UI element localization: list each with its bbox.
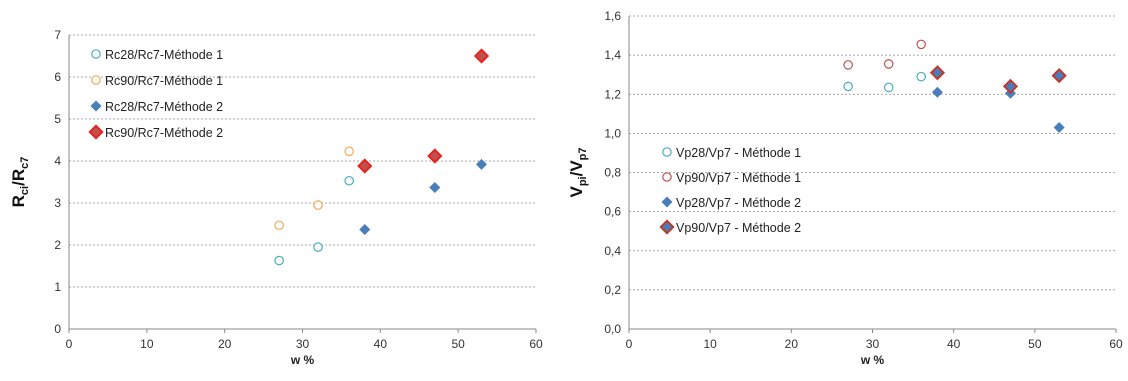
right-y-tick-label: 0,6	[604, 205, 621, 219]
left-series-3-point	[359, 223, 371, 235]
left-x-tick-label: 40	[374, 337, 388, 351]
right-legend-marker-4	[659, 219, 675, 235]
left-series-2-point	[344, 146, 354, 157]
left-y-tick-label: 0	[54, 322, 61, 336]
left-legend-marker-2	[91, 75, 101, 85]
right-legend-label-1: Vp28/Vp7 - Méthode 1	[676, 146, 801, 160]
right-legend-marker-2	[662, 172, 672, 182]
right-legend-marker-3	[661, 196, 673, 208]
right-x-tick-label: 30	[866, 337, 880, 351]
right-series-1-point	[843, 81, 853, 92]
right-series-2-point	[916, 39, 926, 50]
right-x-axis-label: w %	[860, 353, 885, 367]
right-y-tick-label: 0,8	[604, 166, 621, 180]
right-x-tick-label: 50	[1028, 337, 1042, 351]
left-x-tick-label: 30	[296, 337, 310, 351]
left-y-tick-label: 1	[54, 280, 61, 294]
left-y-tick-label: 6	[54, 70, 61, 84]
right-legend-marker-1	[662, 147, 672, 157]
right-x-tick-label: 60	[1109, 337, 1123, 351]
left-series-3-point	[429, 181, 441, 193]
left-legend-marker-3	[90, 100, 102, 112]
left-legend-label-1: Rc28/Rc7-Méthode 1	[105, 48, 223, 62]
right-y-tick-label: 1,0	[604, 126, 621, 140]
left-x-tick-label: 0	[66, 337, 73, 351]
left-series-3-point	[476, 158, 488, 170]
left-y-axis-label: Rci/Rc7	[9, 157, 31, 208]
left-series-2-point	[313, 200, 323, 210]
left-y-tick-label: 5	[54, 112, 61, 126]
left-x-tick-label: 10	[140, 337, 154, 351]
right-y-tick-label: 1,2	[604, 87, 621, 101]
right-x-tick-label: 40	[947, 337, 961, 351]
right-series-2-point	[843, 60, 853, 70]
left-x-tick-label: 50	[451, 337, 465, 351]
left-series-4-point	[357, 158, 373, 174]
left-series-1-point	[313, 242, 323, 252]
right-y-tick-label: 0,2	[604, 283, 621, 297]
left-y-tick-label: 2	[54, 238, 61, 252]
chart-left-strength-ratio: 0 1 2 3 4 5 6 7 0 10 20 30 40 50 60 w % Rci/Rc7 Rc28/Rc7-…	[9, 28, 543, 367]
left-x-axis-label: w %	[290, 353, 315, 367]
left-y-tick-label: 3	[54, 196, 61, 210]
left-x-tick-label: 20	[218, 337, 232, 351]
left-x-tick-label: 60	[529, 337, 543, 351]
right-series-3-point	[1053, 122, 1065, 134]
right-legend-label-4: Vp90/Vp7 - Méthode 2	[676, 221, 801, 235]
left-series-4-point	[427, 148, 443, 164]
right-legend-label-3: Vp28/Vp7 - Méthode 2	[676, 196, 801, 210]
left-series-4-point	[473, 48, 490, 64]
right-series-4-point	[1002, 78, 1019, 95]
right-y-tick-label: 1,4	[604, 48, 621, 62]
right-y-axis-label: Vpi/Vp7	[567, 147, 589, 197]
left-series-1-point	[344, 175, 354, 186]
left-series-1-point	[274, 255, 284, 266]
right-x-tick-label: 10	[703, 337, 717, 351]
right-series-4-point	[1051, 68, 1067, 84]
left-y-tick-label: 7	[54, 28, 61, 42]
right-series-3-point	[931, 86, 943, 98]
right-x-tick-label: 0	[626, 337, 633, 351]
left-legend-label-4: Rc90/Rc7-Méthode 2	[105, 126, 223, 140]
right-series-1-point	[916, 71, 926, 82]
right-series-1-point	[883, 82, 894, 93]
right-y-tick-label: 1,6	[604, 9, 621, 23]
right-x-tick-label: 20	[785, 337, 799, 351]
right-legend-label-2: Vp90/Vp7 - Méthode 1	[676, 171, 801, 185]
chart-right-velocity-ratio: 0,0 0,2 0,4 0,6 0,8 1,0 1,2 1,4 1,6 0 10 20 30 40 50 60…	[567, 9, 1123, 367]
left-series-2-point	[274, 220, 284, 231]
left-legend-marker-4	[88, 124, 104, 140]
right-series-4-point	[929, 65, 946, 81]
right-series-2-point	[883, 59, 894, 69]
left-y-tick-label: 4	[54, 154, 61, 168]
left-legend-marker-1	[91, 49, 101, 59]
right-y-tick-label: 0,4	[604, 244, 621, 258]
left-legend-label-3: Rc28/Rc7-Méthode 2	[105, 100, 223, 114]
right-y-tick-label: 0,0	[604, 322, 621, 336]
left-legend-label-2: Rc90/Rc7-Méthode 1	[105, 74, 223, 88]
